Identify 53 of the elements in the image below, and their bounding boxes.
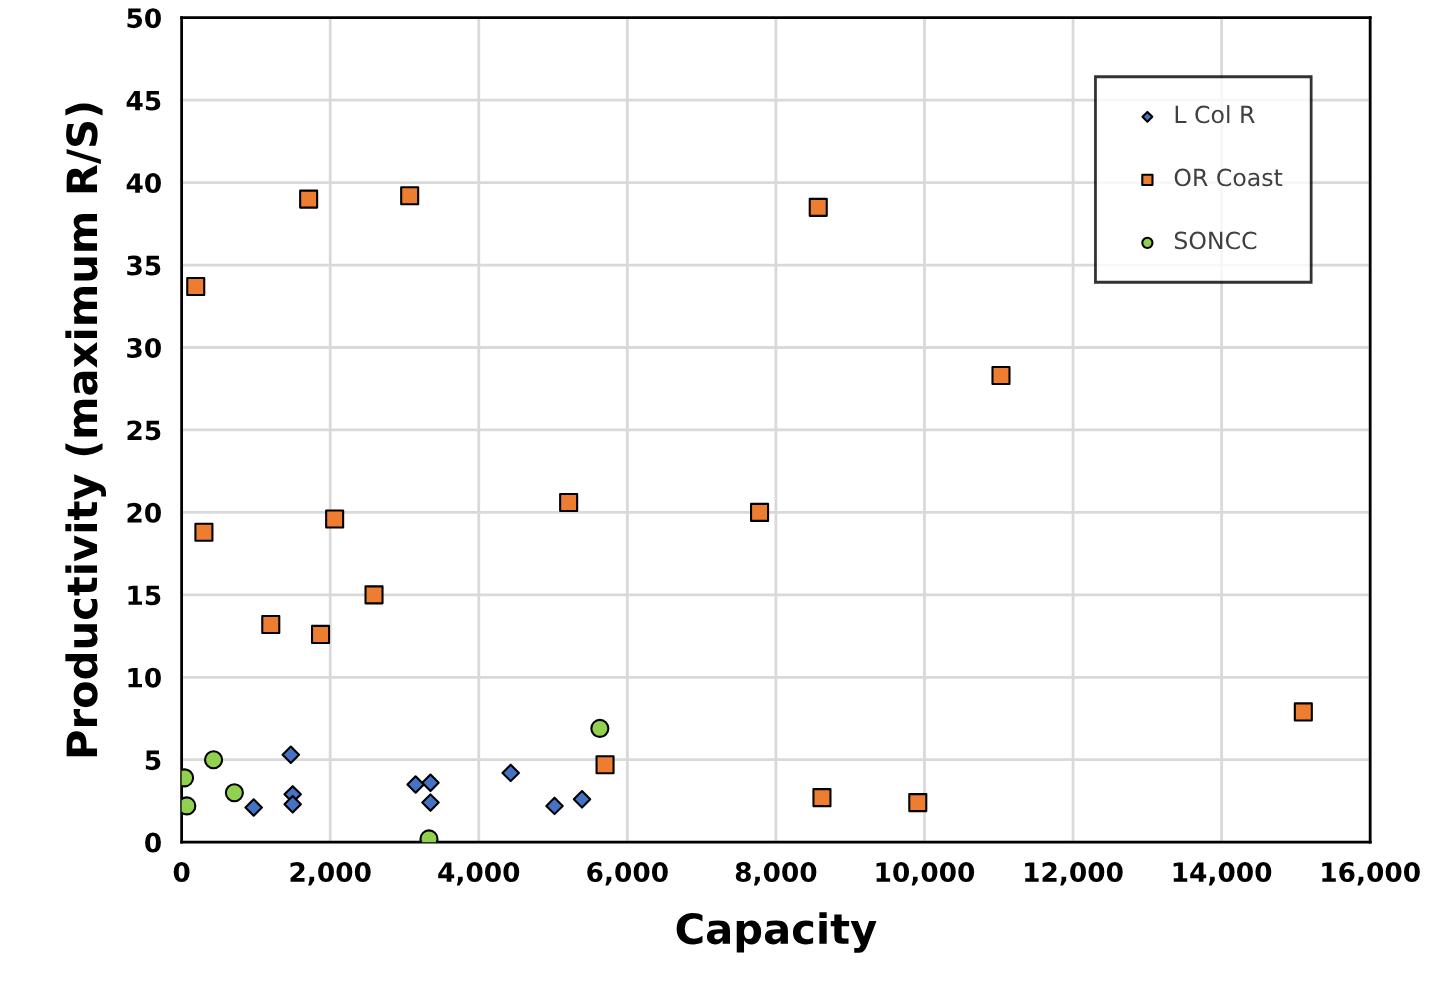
x-tick-label: 16,000 bbox=[1322, 862, 1420, 886]
y-tick-label: 40 bbox=[126, 173, 161, 194]
point bbox=[908, 793, 928, 813]
point bbox=[421, 773, 440, 793]
legend-label: OR Coast bbox=[1174, 168, 1283, 187]
y-tick-label: 45 bbox=[126, 90, 161, 111]
point bbox=[572, 790, 592, 809]
y-tick-label: 50 bbox=[127, 8, 161, 29]
x-axis-title: Capacity bbox=[676, 912, 877, 953]
point bbox=[204, 750, 224, 770]
point bbox=[281, 745, 301, 765]
point bbox=[590, 718, 610, 738]
point bbox=[559, 492, 579, 513]
y-tick-label: 15 bbox=[128, 585, 161, 606]
y-tick-label: 10 bbox=[128, 667, 161, 688]
point bbox=[364, 585, 384, 605]
point bbox=[244, 798, 263, 817]
point bbox=[261, 614, 281, 635]
x-tick-label: 12,000 bbox=[1025, 862, 1123, 886]
y-tick-label: 25 bbox=[127, 420, 161, 441]
point bbox=[194, 522, 214, 542]
point bbox=[991, 365, 1011, 386]
y-tick-label: 0 bbox=[145, 832, 161, 853]
y-axis-title: Productivity (maximum R/S) bbox=[65, 103, 107, 757]
point bbox=[283, 794, 302, 814]
point bbox=[501, 763, 520, 783]
y-tick-label: 35 bbox=[127, 255, 161, 276]
x-tick-label: 14,000 bbox=[1173, 862, 1272, 886]
legend-label: L Col R bbox=[1175, 105, 1255, 124]
point bbox=[421, 793, 440, 812]
y-tick-label: 30 bbox=[127, 337, 161, 358]
point bbox=[310, 624, 331, 644]
x-tick-label: 0 bbox=[173, 862, 190, 883]
x-tick-label: 2,000 bbox=[290, 862, 371, 886]
point bbox=[406, 775, 425, 794]
point bbox=[299, 189, 319, 209]
point bbox=[750, 502, 770, 522]
point bbox=[812, 788, 832, 808]
point bbox=[400, 186, 420, 206]
point bbox=[1293, 702, 1313, 722]
x-tick-label: 8,000 bbox=[735, 862, 817, 886]
x-tick-label: 10,000 bbox=[876, 862, 975, 886]
y-tick-label: 20 bbox=[127, 502, 161, 523]
point bbox=[545, 796, 564, 816]
point bbox=[186, 276, 206, 297]
y-tick-label: 5 bbox=[145, 750, 161, 771]
point bbox=[595, 755, 615, 775]
point bbox=[325, 509, 345, 529]
legend-label: SONCC bbox=[1174, 231, 1257, 250]
x-tick-label: 4,000 bbox=[438, 862, 520, 886]
point bbox=[808, 197, 828, 217]
point bbox=[224, 783, 244, 803]
x-tick-label: 6,000 bbox=[587, 862, 668, 886]
